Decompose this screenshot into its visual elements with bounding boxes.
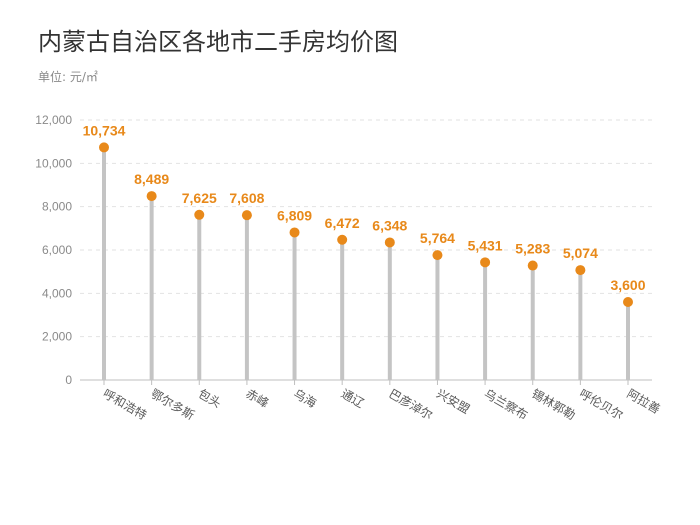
x-category-label: 呼和浩特 bbox=[101, 386, 150, 423]
grid-layer bbox=[80, 119, 652, 338]
x-category-label: 乌兰察布 bbox=[482, 386, 531, 423]
lollipop-marker bbox=[575, 265, 586, 276]
value-label: 7,608 bbox=[229, 190, 264, 206]
lollipop-marker bbox=[99, 142, 109, 153]
axis-layer: 0 2,000 4,000 6,000 8,000 10,000 12,000 呼和浩特 鄂尔多… bbox=[35, 113, 663, 423]
y-tick-label: 2,000 bbox=[42, 330, 72, 344]
y-tick-label: 0 bbox=[65, 373, 72, 387]
lollipop-marker bbox=[194, 209, 205, 220]
value-label: 6,348 bbox=[372, 217, 407, 233]
value-label: 10,734 bbox=[83, 122, 126, 138]
chart-title: 内蒙古自治区各地市二手房均价图 bbox=[38, 28, 398, 56]
y-tick-label: 12,000 bbox=[35, 113, 72, 127]
unit-label: 单位: 元/㎡ bbox=[38, 70, 98, 84]
value-label: 5,074 bbox=[563, 245, 598, 261]
y-tick-label: 4,000 bbox=[42, 286, 72, 300]
value-label: 6,472 bbox=[325, 215, 360, 231]
marker-layer bbox=[99, 142, 633, 307]
lollipop-marker bbox=[432, 250, 443, 261]
lollipop-marker bbox=[146, 191, 157, 202]
x-category-label: 鄂尔多斯 bbox=[148, 386, 197, 423]
x-category-label: 通辽 bbox=[339, 386, 367, 410]
value-label: 5,431 bbox=[468, 237, 503, 253]
y-tick-label: 6,000 bbox=[42, 243, 72, 257]
lollipop-marker bbox=[527, 260, 538, 271]
value-label: 5,764 bbox=[420, 230, 455, 246]
lollipop-marker bbox=[289, 227, 300, 238]
value-label: 8,489 bbox=[134, 171, 169, 187]
x-category-label: 兴安盟 bbox=[434, 386, 473, 417]
x-category-label: 乌海 bbox=[291, 386, 319, 411]
value-label: 6,809 bbox=[277, 207, 312, 223]
x-category-label: 包头 bbox=[196, 386, 224, 410]
lollipop-marker bbox=[241, 210, 252, 221]
x-category-label: 赤峰 bbox=[243, 386, 271, 410]
lollipop-marker bbox=[384, 237, 395, 248]
lollipop-marker bbox=[623, 297, 633, 307]
x-category-label: 阿拉善 bbox=[625, 386, 664, 417]
value-label: 7,625 bbox=[182, 190, 217, 206]
lollipop-marker bbox=[337, 234, 348, 245]
y-tick-label: 10,000 bbox=[35, 156, 72, 170]
x-category-label: 巴彦淖尔 bbox=[386, 386, 435, 423]
value-label: 3,600 bbox=[610, 277, 645, 293]
value-label: 5,283 bbox=[515, 241, 550, 257]
x-category-label: 呼伦贝尔 bbox=[577, 386, 626, 423]
y-tick-label: 8,000 bbox=[42, 200, 72, 214]
stem-layer bbox=[102, 147, 630, 380]
x-category-label: 锡林郭勒 bbox=[529, 386, 578, 423]
label-layer: 10,734 8,489 7,625 7,608 6,809 6,472 6,348 5,76… bbox=[83, 122, 646, 293]
lollipop-marker bbox=[480, 257, 491, 268]
